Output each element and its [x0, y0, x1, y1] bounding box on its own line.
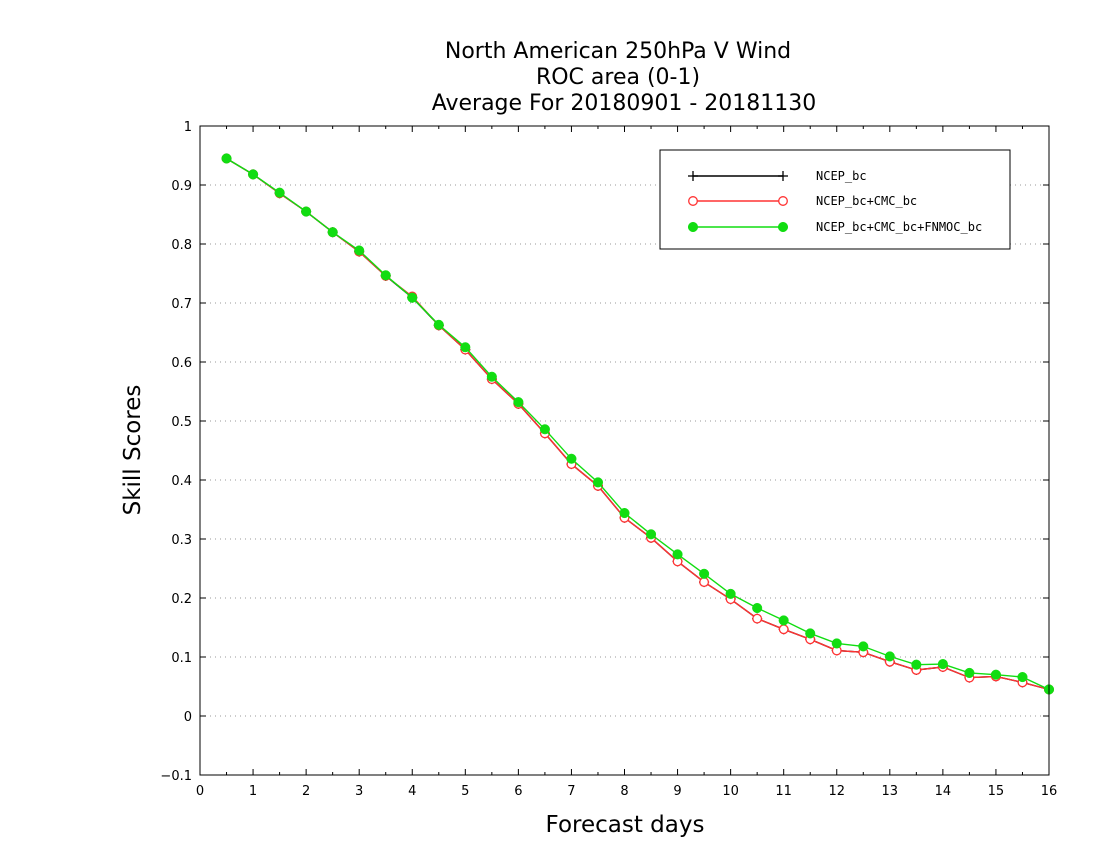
x-tick-label: 7	[567, 784, 575, 799]
data-point	[1017, 672, 1028, 683]
legend-entry: NCEP_bc+CMC_bc	[688, 194, 917, 208]
y-tick-label: 0.4	[171, 474, 192, 489]
data-point	[645, 529, 657, 540]
x-tick-label: 13	[882, 784, 899, 799]
data-point	[884, 651, 895, 662]
y-axis-ticks: −0.1 0 0.1 0.2 0.3 0.4 0.5 0.6 0.7 0.8 0.9 1	[160, 120, 1049, 784]
data-point	[699, 568, 710, 579]
x-tick-label: 14	[935, 784, 952, 799]
data-point	[433, 319, 444, 330]
x-tick-label: 8	[620, 784, 628, 799]
y-tick-label: −0.1	[160, 769, 192, 784]
series	[221, 153, 1055, 695]
data-point	[592, 477, 604, 488]
data-point	[619, 507, 630, 519]
x-tick-label: 1	[249, 784, 257, 799]
x-tick-label: 10	[722, 784, 739, 799]
legend-box	[659, 149, 1011, 250]
data-point	[699, 577, 710, 588]
y-tick-label: 0.5	[171, 415, 192, 430]
x-tick-label: 12	[828, 784, 845, 799]
legend-label: NCEP_bc+CMC_bc	[816, 194, 917, 208]
x-tick-label: 2	[302, 784, 310, 799]
legend-entry: NCEP_bc	[688, 169, 867, 183]
data-point	[407, 292, 418, 303]
x-tick-label: 6	[514, 784, 522, 799]
y-tick-label: 0.7	[171, 297, 192, 312]
data-point	[937, 659, 948, 670]
data-point	[221, 153, 232, 164]
data-point	[688, 196, 698, 206]
y-tick-label: 0.9	[171, 179, 192, 194]
data-point	[539, 424, 550, 435]
data-point	[778, 196, 788, 206]
data-point	[687, 221, 699, 233]
x-tick-label: 15	[988, 784, 1005, 799]
data-point	[831, 638, 842, 649]
gridlines	[200, 184, 1049, 717]
y-tick-label: 0.1	[171, 651, 192, 666]
title-line-1: North American 250hPa V Wind	[445, 39, 791, 64]
data-point	[778, 615, 789, 626]
x-axis-label: Forecast days	[546, 812, 705, 838]
title-line-3: Average For 20180901 - 20181130	[432, 91, 817, 116]
data-point	[327, 227, 338, 238]
data-point	[688, 171, 698, 181]
data-point	[964, 667, 975, 678]
legend-label: NCEP_bc+CMC_bc+FNMOC_bc	[816, 220, 982, 234]
data-point	[911, 659, 922, 670]
data-point	[778, 171, 788, 181]
y-tick-label: 0.2	[171, 592, 192, 607]
x-tick-label: 4	[408, 784, 416, 799]
data-point	[248, 169, 259, 180]
data-point	[513, 397, 524, 408]
data-point	[301, 206, 312, 217]
title-line-2: ROC area (0-1)	[536, 65, 700, 90]
data-point	[725, 588, 736, 599]
data-point	[858, 641, 869, 652]
legend-label: NCEP_bc	[816, 169, 867, 183]
legend: NCEP_bc NCEP_bc+CMC_bc NCEP_bc+CMC_bc+FNMO…	[659, 149, 1011, 250]
x-tick-label: 3	[355, 784, 363, 799]
data-point	[380, 270, 391, 281]
y-tick-label: 1	[184, 120, 192, 135]
data-point	[274, 187, 285, 198]
data-point	[566, 453, 577, 464]
data-point	[752, 602, 763, 614]
data-point	[778, 624, 789, 635]
data-point	[752, 613, 763, 624]
y-tick-label: 0	[184, 710, 192, 725]
legend-entry: NCEP_bc+CMC_bc+FNMOC_bc	[687, 220, 982, 234]
y-axis-label: Skill Scores	[120, 385, 146, 516]
data-point	[805, 628, 816, 639]
x-tick-label: 16	[1041, 784, 1058, 799]
data-point	[777, 221, 789, 233]
y-tick-label: 0.8	[171, 238, 192, 253]
y-tick-label: 0.3	[171, 533, 192, 548]
x-axis-ticks: 0 1 2 3 4 5 6 7 8 9 10 11 12 13 14 15 16	[196, 126, 1057, 799]
data-point	[354, 245, 365, 256]
x-tick-label: 11	[775, 784, 792, 799]
series-layer	[221, 153, 1055, 695]
chart-title: North American 250hPa V Wind ROC area (0…	[432, 39, 817, 116]
x-tick-label: 5	[461, 784, 469, 799]
y-tick-label: 0.6	[171, 356, 192, 371]
data-point	[672, 549, 683, 560]
x-tick-label: 9	[673, 784, 681, 799]
data-point	[990, 669, 1001, 680]
data-point	[460, 342, 471, 353]
x-tick-label: 0	[196, 784, 204, 799]
data-point	[486, 371, 497, 382]
